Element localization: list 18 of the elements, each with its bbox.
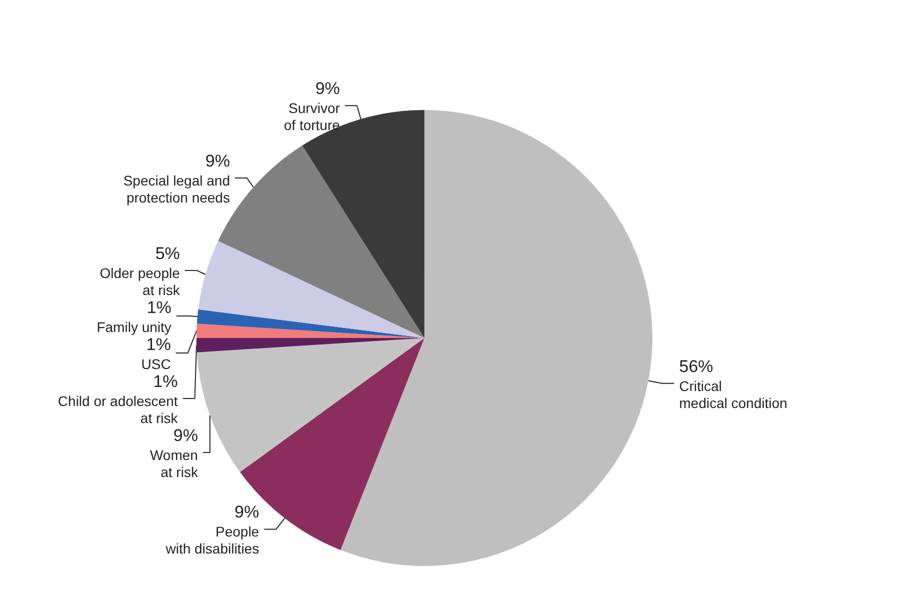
- data-label: 9%: [315, 79, 340, 98]
- data-label: 9%: [173, 426, 198, 445]
- slice-label: Critical medical condition: [679, 378, 788, 411]
- slice-label: USC: [141, 356, 171, 372]
- data-label: 1%: [146, 298, 172, 317]
- data-label: 56%: [679, 356, 714, 376]
- data-label: 1%: [146, 334, 171, 354]
- slice-label: Survivor of torture: [284, 100, 340, 134]
- slice-label: Special legal and protection needs: [123, 172, 230, 206]
- slice-label: Women at risk: [150, 446, 199, 480]
- slice-label: Family unity: [96, 318, 172, 335]
- slice-label: People with disabilities: [164, 524, 260, 557]
- data-label: 5%: [155, 244, 180, 263]
- data-label: 9%: [205, 151, 230, 170]
- data-label: 9%: [234, 502, 260, 522]
- slice-label: Older people at risk: [100, 264, 181, 298]
- slice-label: Child or adolescent at risk: [58, 392, 179, 426]
- data-label: 1%: [153, 372, 178, 391]
